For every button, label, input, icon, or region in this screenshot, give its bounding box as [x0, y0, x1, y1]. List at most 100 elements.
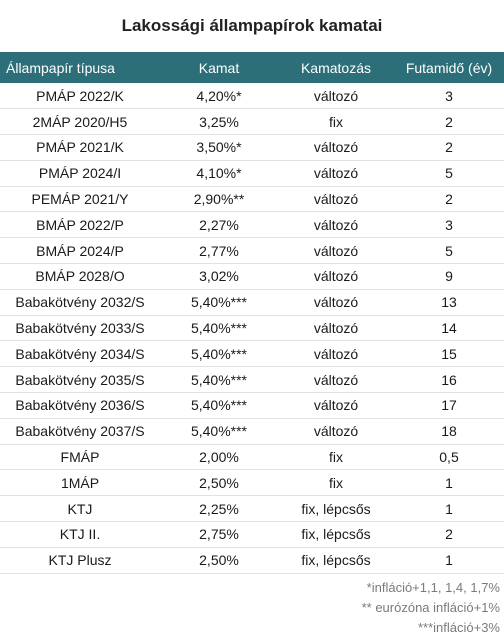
cell-type: PMÁP 2022/K [0, 83, 160, 110]
cell-type: Babakötvény 2036/S [0, 392, 160, 419]
cell-type: KTJ [0, 495, 160, 523]
cell-term: 16 [394, 366, 504, 394]
cell-rate: 5,40%*** [160, 392, 278, 419]
cell-term: 1 [394, 547, 504, 574]
cell-type: FMÁP [0, 444, 160, 471]
table-row: 2MÁP 2020/H5 3,25% fix 2 [0, 108, 504, 136]
cell-interest: fix, lépcsős [278, 521, 394, 548]
table-row: BMÁP 2024/P 2,77% változó 5 [0, 237, 504, 265]
cell-type: Babakötvény 2034/S [0, 340, 160, 368]
cell-term: 3 [394, 211, 504, 239]
cell-term: 18 [394, 418, 504, 445]
cell-type: PMÁP 2024/I [0, 160, 160, 187]
cell-rate: 2,25% [160, 495, 278, 523]
table-row: FMÁP 2,00% fix 0,5 [0, 444, 504, 471]
cell-rate: 2,50% [160, 469, 278, 497]
cell-rate: 5,40%*** [160, 340, 278, 368]
cell-interest: változó [278, 418, 394, 445]
cell-type: BMÁP 2022/P [0, 211, 160, 239]
table-row: PMÁP 2021/K 3,50%* változó 2 [0, 134, 504, 161]
table-row: Babakötvény 2033/S 5,40%*** változó 14 [0, 315, 504, 342]
footnote: *infláció+1,1, 1,4, 1,7% [366, 579, 500, 595]
cell-type: Babakötvény 2037/S [0, 418, 160, 445]
cell-interest: változó [278, 315, 394, 342]
cell-type: 1MÁP [0, 469, 160, 497]
cell-interest: változó [278, 392, 394, 419]
column-header-interest: Kamatozás [278, 52, 394, 83]
cell-term: 2 [394, 108, 504, 136]
column-header-term: Futamidő (év) [394, 52, 504, 83]
cell-type: BMÁP 2024/P [0, 237, 160, 265]
table-row: Babakötvény 2037/S 5,40%*** változó 18 [0, 418, 504, 445]
cell-interest: változó [278, 289, 394, 316]
cell-rate: 4,10%* [160, 160, 278, 187]
cell-term: 14 [394, 315, 504, 342]
cell-term: 2 [394, 186, 504, 213]
cell-rate: 5,40%*** [160, 289, 278, 316]
cell-rate: 5,40%*** [160, 418, 278, 445]
table-row: BMÁP 2028/O 3,02% változó 9 [0, 263, 504, 290]
cell-interest: változó [278, 366, 394, 394]
table-row: KTJ Plusz 2,50% fix, lépcsős 1 [0, 547, 504, 574]
cell-term: 13 [394, 289, 504, 316]
cell-type: Babakötvény 2035/S [0, 366, 160, 394]
table-row: Babakötvény 2036/S 5,40%*** változó 17 [0, 392, 504, 419]
cell-interest: változó [278, 186, 394, 213]
cell-term: 3 [394, 83, 504, 110]
cell-type: KTJ Plusz [0, 547, 160, 574]
cell-rate: 3,02% [160, 263, 278, 290]
cell-term: 5 [394, 160, 504, 187]
cell-type: Babakötvény 2032/S [0, 289, 160, 316]
table-row: KTJ II. 2,75% fix, lépcsős 2 [0, 521, 504, 548]
cell-type: 2MÁP 2020/H5 [0, 108, 160, 136]
cell-rate: 5,40%*** [160, 315, 278, 342]
cell-term: 2 [394, 521, 504, 548]
table-row: KTJ 2,25% fix, lépcsős 1 [0, 495, 504, 523]
cell-type: Babakötvény 2033/S [0, 315, 160, 342]
cell-rate: 2,27% [160, 211, 278, 239]
footnote: ***infláció+3% [417, 619, 500, 635]
column-header-type: Állampapír típusa [0, 52, 160, 83]
cell-rate: 5,40%*** [160, 366, 278, 394]
cell-interest: változó [278, 237, 394, 265]
table-row: PMÁP 2024/I 4,10%* változó 5 [0, 160, 504, 187]
table-row: PMÁP 2022/K 4,20%* változó 3 [0, 83, 504, 110]
cell-type: PEMÁP 2021/Y [0, 186, 160, 213]
table-row: PEMÁP 2021/Y 2,90%** változó 2 [0, 186, 504, 213]
cell-interest: fix, lépcsős [278, 547, 394, 574]
table-row: 1MÁP 2,50% fix 1 [0, 469, 504, 497]
cell-term: 2 [394, 134, 504, 161]
cell-interest: fix [278, 469, 394, 497]
cell-type: KTJ II. [0, 521, 160, 548]
footnote: ** eurózóna infláció+1% [361, 599, 500, 615]
cell-term: 17 [394, 392, 504, 419]
cell-term: 15 [394, 340, 504, 368]
cell-interest: változó [278, 160, 394, 187]
cell-type: PMÁP 2021/K [0, 134, 160, 161]
cell-interest: változó [278, 211, 394, 239]
cell-rate: 2,77% [160, 237, 278, 265]
cell-rate: 3,25% [160, 108, 278, 136]
table-row: BMÁP 2022/P 2,27% változó 3 [0, 211, 504, 239]
footnotes: *infláció+1,1, 1,4, 1,7% ** eurózóna inf… [0, 574, 504, 638]
cell-term: 0,5 [394, 444, 504, 471]
table-row: Babakötvény 2032/S 5,40%*** változó 13 [0, 289, 504, 316]
table-row: Babakötvény 2034/S 5,40%*** változó 15 [0, 340, 504, 368]
cell-interest: változó [278, 83, 394, 110]
cell-rate: 2,50% [160, 547, 278, 574]
cell-interest: változó [278, 263, 394, 290]
cell-interest: fix [278, 108, 394, 136]
cell-term: 5 [394, 237, 504, 265]
table-title: Lakossági állampapírok kamatai [121, 16, 383, 35]
cell-rate: 4,20%* [160, 83, 278, 110]
cell-interest: fix, lépcsős [278, 495, 394, 523]
cell-term: 9 [394, 263, 504, 290]
cell-rate: 3,50%* [160, 134, 278, 161]
cell-rate: 2,75% [160, 521, 278, 548]
cell-interest: változó [278, 134, 394, 161]
bonds-table: Állampapír típusa Kamat Kamatozás Futami… [0, 52, 504, 574]
header-row: Állampapír típusa Kamat Kamatozás Futami… [0, 52, 504, 83]
cell-interest: változó [278, 340, 394, 368]
cell-term: 1 [394, 469, 504, 497]
column-header-rate: Kamat [160, 52, 278, 83]
